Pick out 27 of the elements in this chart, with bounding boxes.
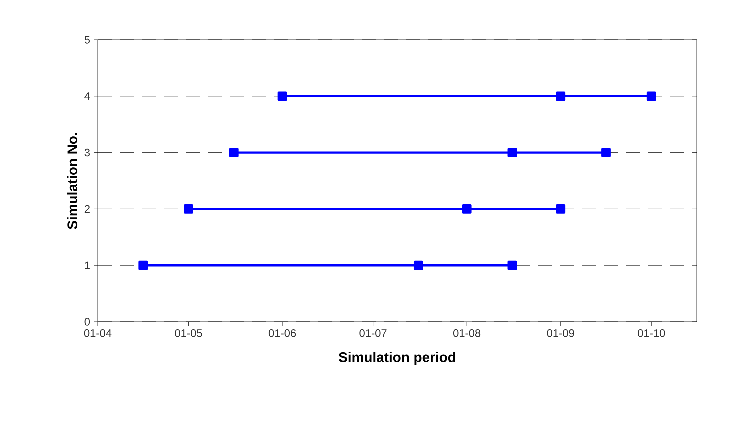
point — [508, 260, 518, 270]
point — [414, 260, 424, 270]
x-tick-label: 01-06 — [268, 330, 296, 338]
x-tick-label: 01-07 — [360, 330, 387, 338]
point — [602, 148, 611, 158]
point — [184, 204, 194, 214]
y-tick-label: 4 — [84, 92, 90, 100]
point — [138, 260, 148, 270]
point — [278, 92, 288, 102]
y-axis-title: Simulation No. — [67, 133, 78, 230]
x-tick-label: 01-10 — [638, 330, 666, 338]
x-tick-label: 01-05 — [175, 330, 202, 338]
y-tick-label: 1 — [85, 262, 90, 270]
point — [646, 92, 656, 102]
y-tick-label: 0 — [84, 318, 90, 326]
point — [508, 148, 518, 158]
point — [229, 148, 239, 158]
x-tick-label: 01-09 — [547, 330, 574, 338]
x-axis-title: Simulation period — [339, 352, 456, 366]
x-tick-label: 01-08 — [453, 330, 481, 338]
point — [556, 92, 566, 102]
point — [462, 204, 472, 214]
x-tick-label: 01-04 — [84, 330, 112, 338]
point — [556, 204, 566, 214]
y-tick-label: 2 — [84, 205, 90, 214]
y-tick-label: 3 — [84, 148, 90, 157]
y-tick-label: 5 — [84, 36, 90, 44]
